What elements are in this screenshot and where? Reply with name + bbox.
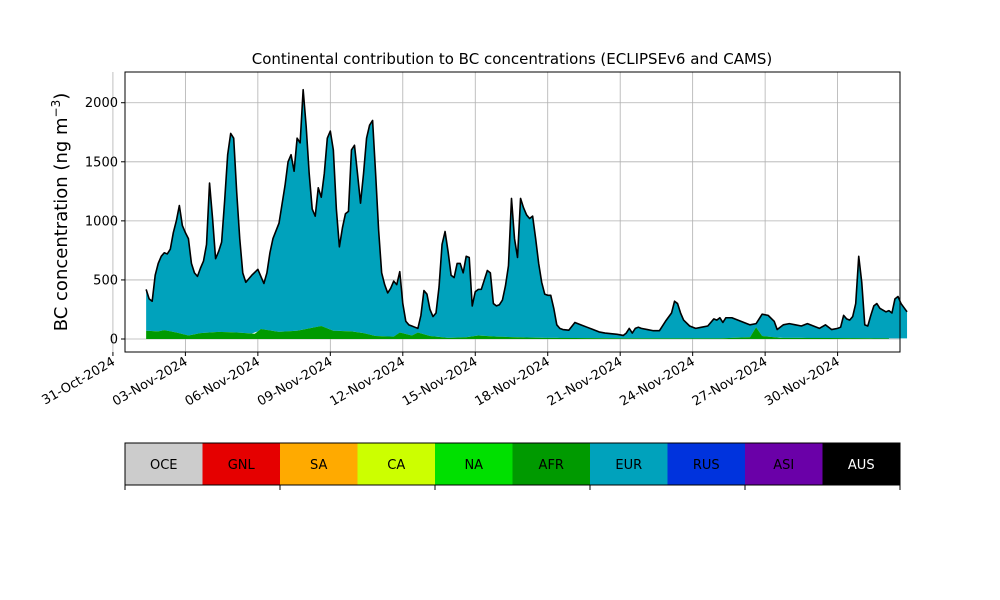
total-concentration-line (145, 88, 908, 337)
y-tick-label: 1500 (85, 155, 118, 170)
legend-label-gnl: GNL (228, 458, 256, 473)
plot-frame (124, 71, 901, 353)
y-axis-label-close: ) (51, 93, 72, 100)
y-tick-label: 2000 (85, 96, 118, 111)
y-tick-label: 1000 (85, 214, 118, 229)
legend-swatch-oce (125, 443, 203, 485)
legend: OCE GNL SA CA NA AFR EUR RUS ASI AUS (124, 442, 901, 490)
legend-swatch-aus (822, 443, 900, 485)
y-tick-label: 500 (93, 273, 118, 288)
legend-swatch-rus (667, 443, 745, 485)
legend-swatch-gnl (202, 443, 280, 485)
legend-label-afr: AFR (539, 458, 564, 473)
legend-label-ca: CA (387, 458, 405, 473)
legend-label-aus: AUS (848, 458, 875, 473)
legend-swatch-na (435, 443, 513, 485)
legend-label-na: NA (464, 458, 483, 473)
area-layer (145, 88, 908, 340)
y-axis-label-main: BC concentration (ng m (51, 117, 72, 331)
legend-label-asi: ASI (773, 458, 794, 473)
legend-swatch-afr (512, 443, 590, 485)
chart-title: Continental contribution to BC concentra… (252, 50, 773, 68)
area-series-eur (146, 89, 908, 339)
y-tick-label: 0 (110, 333, 118, 348)
legend-frame (124, 442, 901, 486)
legend-swatch-eur (590, 443, 668, 485)
legend-label-oce: OCE (150, 458, 178, 473)
legend-label-rus: RUS (693, 458, 720, 473)
legend-label-eur: EUR (615, 458, 642, 473)
legend-label-sa: SA (310, 458, 327, 473)
area-series-afr (146, 326, 889, 340)
y-axis-label-superscript: −3 (49, 100, 63, 118)
legend-swatch-asi (745, 443, 823, 485)
legend-swatch-sa (280, 443, 358, 485)
legend-swatch-ca (357, 443, 435, 485)
y-axis-label: BC concentration (ng m−3) (49, 93, 72, 332)
